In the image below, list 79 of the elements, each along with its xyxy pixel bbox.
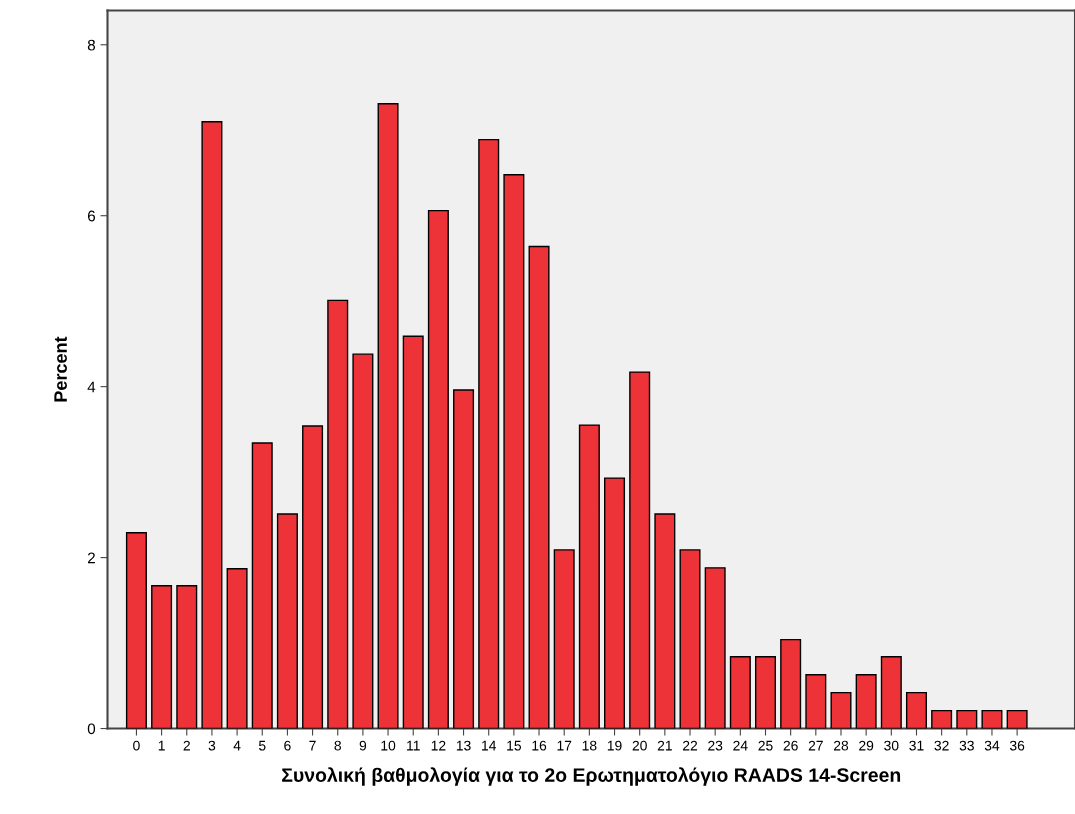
x-tick-label: 15	[507, 740, 522, 751]
bar	[377, 103, 399, 729]
bar	[151, 585, 173, 729]
y-tick-label: 0	[87, 723, 96, 735]
bar	[880, 656, 902, 729]
x-tick-label: 29	[859, 740, 874, 751]
bar	[981, 709, 1003, 729]
bar	[125, 532, 147, 729]
x-tick-label: 27	[808, 740, 823, 751]
bar	[805, 673, 827, 729]
bar	[251, 442, 273, 729]
x-tick-label: 1	[158, 740, 165, 751]
bar	[855, 673, 877, 729]
x-tick-label: 28	[833, 740, 849, 751]
x-tick-label: 9	[359, 740, 367, 751]
bar	[780, 638, 802, 729]
bar	[528, 245, 550, 729]
bar	[176, 585, 198, 729]
x-tick-label: 31	[909, 740, 924, 751]
x-tick-label: 19	[607, 740, 622, 751]
bar	[830, 691, 852, 729]
bar	[327, 299, 349, 729]
y-tick-label: 8	[87, 39, 96, 51]
y-tick-label: 2	[87, 552, 95, 564]
x-tick-label: 22	[682, 740, 698, 751]
y-axis-title: Percent	[54, 336, 67, 402]
bar	[402, 335, 424, 729]
y-tick-label: 6	[87, 210, 96, 222]
bar	[201, 120, 223, 729]
x-tick-label: 0	[133, 740, 140, 751]
bar	[956, 709, 978, 729]
x-tick-label: 32	[934, 740, 949, 751]
x-tick-label: 6	[284, 740, 291, 751]
bar	[1006, 709, 1028, 729]
x-tick-label: 7	[309, 740, 316, 751]
x-tick-label: 33	[959, 740, 974, 751]
x-tick-label: 34	[984, 740, 1000, 751]
bar	[503, 173, 525, 729]
bar	[931, 709, 953, 729]
bar	[276, 513, 298, 729]
bar	[226, 568, 248, 729]
bar	[604, 477, 626, 729]
bar	[553, 549, 575, 729]
x-tick-label: 17	[557, 740, 572, 751]
bar	[905, 691, 927, 729]
bar	[302, 425, 324, 729]
x-tick-label: 2	[183, 740, 190, 751]
x-tick-label: 21	[657, 740, 672, 751]
x-tick-label: 3	[208, 740, 216, 751]
x-tick-label: 11	[407, 740, 420, 751]
bar	[629, 371, 651, 729]
x-axis-title: Συνολική βαθμολογία για το 2ο Ερωτηματολόγιο RAADS 14-Screen	[282, 767, 901, 786]
x-tick-label: 36	[1009, 740, 1025, 751]
x-tick-label: 30	[884, 740, 899, 751]
bar	[704, 567, 726, 729]
x-tick-label: 26	[783, 740, 798, 751]
x-tick-label: 25	[758, 740, 773, 751]
bar	[578, 424, 600, 729]
x-tick-label: 12	[431, 740, 446, 751]
x-tick-label: 18	[582, 740, 597, 751]
bar	[478, 138, 500, 729]
x-tick-label: 4	[233, 740, 241, 751]
bar	[352, 353, 374, 729]
x-tick-label: 14	[482, 740, 497, 751]
bar	[427, 209, 449, 729]
x-tick-label: 24	[733, 740, 748, 751]
bar	[654, 513, 676, 729]
x-tick-label: 8	[334, 740, 341, 751]
bar	[754, 656, 777, 729]
x-tick-label: 23	[708, 740, 723, 751]
x-tick-label: 10	[381, 740, 396, 751]
x-tick-label: 20	[632, 740, 647, 751]
bar	[729, 656, 751, 729]
bar	[453, 389, 475, 729]
x-tick-label: 5	[258, 740, 266, 751]
y-tick-label: 4	[87, 381, 96, 393]
x-tick-label: 16	[532, 740, 547, 751]
x-tick-label: 13	[456, 740, 471, 751]
bar	[679, 549, 701, 729]
